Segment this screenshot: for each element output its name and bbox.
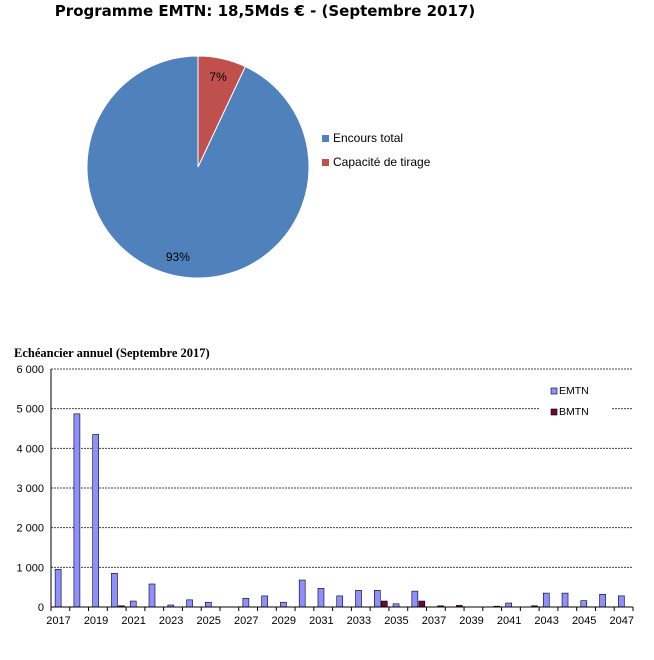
bar-emtn-2021 <box>129 600 137 608</box>
bar-emtn-2018 <box>73 413 81 608</box>
legend-swatch-bmtn <box>550 408 558 416</box>
bar-emtn-2017 <box>54 569 62 608</box>
x-tick-label: 2029 <box>272 615 296 627</box>
bar-bmtn-2036 <box>418 600 426 608</box>
bar-emtn-2045 <box>580 600 588 608</box>
x-tick-label: 2019 <box>84 615 108 627</box>
legend-label-bmtn: BMTN <box>559 406 589 418</box>
x-tick-label: 2031 <box>309 615 333 627</box>
bar-emtn-2032 <box>336 595 344 608</box>
legend-swatch-emtn <box>550 387 558 395</box>
bar-emtn-2046 <box>599 594 606 608</box>
bar-emtn-2043 <box>542 592 550 608</box>
bar-emtn-2024 <box>186 599 193 608</box>
x-tick-label: 2021 <box>121 615 145 627</box>
bar-emtn-2044 <box>561 592 569 608</box>
y-tick-label: 3 000 <box>16 483 44 495</box>
legend-swatch-1 <box>322 159 329 166</box>
y-tick-label: 5 000 <box>16 404 44 416</box>
bar-emtn-2029 <box>280 601 287 608</box>
bar-emtn-2025 <box>205 601 212 608</box>
x-tick-label: 2039 <box>459 615 483 627</box>
x-tick-label: 2017 <box>46 615 70 627</box>
y-tick-label: 4 000 <box>16 443 44 455</box>
pie-data-label: 7% <box>209 70 227 84</box>
bar-emtn-2047 <box>618 595 625 608</box>
pie-chart: 93% Encours total 7% Capacité de tirage <box>86 55 431 279</box>
y-tick-label: 2 000 <box>16 523 44 535</box>
legend-swatch-0 <box>322 135 329 142</box>
legend-label: Encours total <box>333 131 403 145</box>
bar-emtn-2022 <box>148 583 156 608</box>
bar-emtn-2027 <box>242 597 250 608</box>
x-tick-label: 2025 <box>196 615 220 627</box>
x-tick-label: 2023 <box>159 615 183 627</box>
pie-slice-1 <box>197 55 246 168</box>
x-tick-label: 2027 <box>234 615 258 627</box>
bar-emtn-2031 <box>317 588 325 608</box>
y-tick-label: 0 <box>38 602 44 614</box>
bar-chart-title: Echéancier annuel (Septembre 2017) <box>14 346 210 360</box>
x-tick-label: 2033 <box>347 615 371 627</box>
legend-label: Capacité de tirage <box>333 155 431 169</box>
x-tick-label: 2045 <box>572 615 596 627</box>
pie-data-label: 93% <box>166 250 190 264</box>
bar-emtn-2036 <box>411 590 419 608</box>
bar-emtn-2028 <box>261 595 268 608</box>
bar-emtn-2019 <box>92 434 99 608</box>
x-tick-label: 2037 <box>422 615 446 627</box>
bar-chart: 0 1 000 2 000 3 000 4 000 5 000 6 000 2017 2019 2… <box>16 364 634 627</box>
y-tick-label: 6 000 <box>16 364 44 376</box>
bar-emtn-2020 <box>111 572 118 608</box>
x-tick-label: 2035 <box>384 615 408 627</box>
x-tick-label: 2047 <box>609 615 633 627</box>
bar-emtn-2041 <box>505 602 513 608</box>
x-tick-label: 2043 <box>534 615 558 627</box>
pie-chart-title: Programme EMTN: 18,5Mds € - (Septembre 2… <box>54 2 476 20</box>
bar-emtn-2034 <box>373 590 381 608</box>
bar-emtn-2033 <box>355 590 362 608</box>
y-tick-label: 1 000 <box>16 562 44 574</box>
legend-label-emtn: EMTN <box>559 385 589 397</box>
bar-bmtn-2034 <box>380 600 388 608</box>
bar-emtn-2030 <box>298 579 306 608</box>
x-tick-label: 2041 <box>497 615 521 627</box>
